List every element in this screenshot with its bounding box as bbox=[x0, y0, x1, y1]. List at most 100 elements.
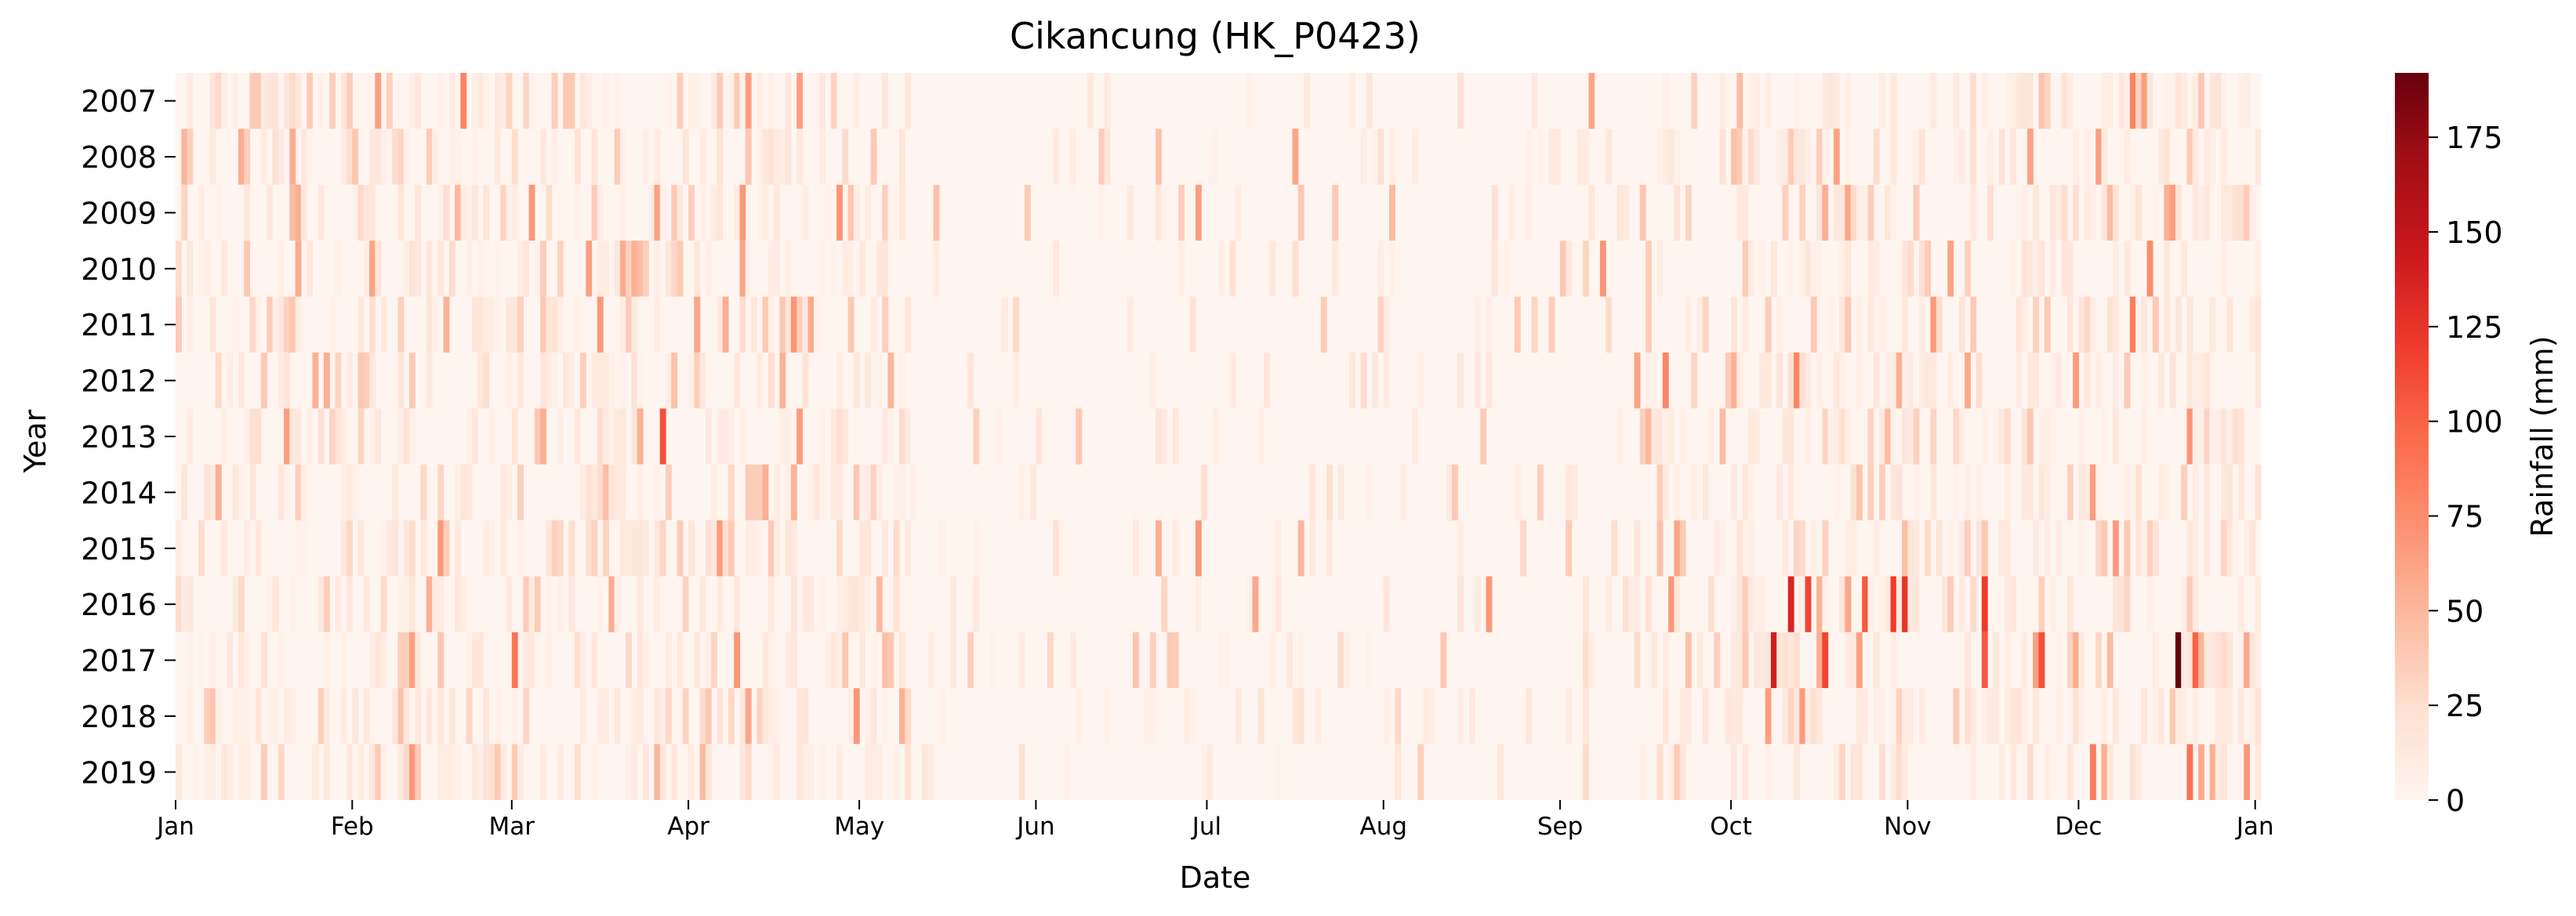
heatmap-cell bbox=[1839, 576, 1846, 632]
heatmap-cell bbox=[847, 184, 854, 241]
heatmap-cell bbox=[1993, 688, 2000, 744]
heatmap-cell bbox=[1747, 129, 1754, 185]
heatmap-cell bbox=[870, 296, 877, 353]
heatmap-cell bbox=[284, 73, 290, 129]
heatmap-cell bbox=[734, 576, 741, 632]
heatmap-cell bbox=[1794, 632, 1800, 689]
heatmap-cell bbox=[1679, 744, 1686, 800]
heatmap-cell bbox=[1839, 184, 1846, 241]
heatmap-cell bbox=[215, 688, 222, 744]
heatmap-cell bbox=[717, 520, 724, 577]
heatmap-cell bbox=[1571, 464, 1578, 521]
heatmap-cell bbox=[2021, 464, 2028, 521]
heatmap-cell bbox=[2135, 464, 2142, 521]
heatmap-cell bbox=[1013, 296, 1020, 353]
heatmap-cell bbox=[1747, 576, 1754, 632]
heatmap-cell bbox=[2124, 129, 2131, 185]
heatmap-cell bbox=[557, 576, 564, 632]
heatmap-cell bbox=[905, 744, 912, 800]
heatmap-cell bbox=[842, 129, 849, 185]
heatmap-cell bbox=[1890, 632, 1897, 689]
heatmap-cell bbox=[1668, 408, 1675, 465]
heatmap-cell bbox=[1372, 129, 1379, 185]
heatmap-cell bbox=[523, 632, 530, 689]
heatmap-cell bbox=[1639, 408, 1646, 465]
heatmap-cell bbox=[654, 296, 661, 353]
heatmap-cell bbox=[859, 632, 865, 689]
heatmap-cell bbox=[1685, 632, 1692, 689]
heatmap-cell bbox=[1918, 688, 1925, 744]
heatmap-cell bbox=[1936, 520, 1943, 577]
heatmap-cell bbox=[1645, 241, 1652, 297]
heatmap-cell bbox=[1965, 632, 1971, 689]
heatmap-cell bbox=[1058, 520, 1065, 577]
heatmap-cell bbox=[2129, 464, 2136, 521]
heatmap-cell bbox=[1257, 408, 1264, 465]
heatmap-cell bbox=[586, 73, 593, 129]
heatmap-cell bbox=[317, 408, 325, 465]
heatmap-cell bbox=[249, 73, 256, 129]
heatmap-cell bbox=[626, 241, 633, 297]
heatmap-cell bbox=[642, 129, 649, 185]
heatmap-cell bbox=[767, 296, 775, 353]
heatmap-cell bbox=[500, 73, 507, 129]
heatmap-cell bbox=[666, 352, 672, 409]
heatmap-cell bbox=[2050, 352, 2056, 409]
heatmap-cell bbox=[631, 241, 638, 297]
heatmap-cell bbox=[380, 296, 387, 353]
heatmap-cell bbox=[1805, 408, 1812, 465]
heatmap-cell bbox=[1782, 129, 1789, 185]
heatmap-cell bbox=[882, 184, 889, 241]
heatmap-cell bbox=[2249, 520, 2256, 577]
heatmap-cell bbox=[597, 408, 604, 465]
heatmap-cell bbox=[1873, 352, 1880, 409]
heatmap-cell bbox=[2237, 184, 2244, 241]
heatmap-cell bbox=[415, 688, 422, 744]
heatmap-cell bbox=[1475, 352, 1481, 409]
heatmap-cell bbox=[517, 241, 524, 297]
heatmap-cell bbox=[2084, 129, 2091, 185]
heatmap-cell bbox=[2255, 129, 2262, 185]
heatmap-cell bbox=[255, 408, 262, 465]
heatmap-cell bbox=[289, 184, 296, 241]
heatmap-cell bbox=[1976, 464, 1983, 521]
heatmap-cell bbox=[734, 352, 741, 409]
heatmap-cell bbox=[1896, 464, 1903, 521]
heatmap-cell bbox=[1759, 632, 1766, 689]
heatmap-cell bbox=[1566, 688, 1573, 744]
heatmap-cell bbox=[1965, 688, 1971, 744]
heatmap-cell bbox=[494, 73, 501, 129]
heatmap-cell bbox=[637, 352, 644, 409]
heatmap-cell bbox=[1508, 184, 1515, 241]
heatmap-cell bbox=[1787, 632, 1794, 689]
heatmap-cell bbox=[591, 184, 598, 241]
heatmap-cell bbox=[717, 184, 724, 241]
heatmap-cell bbox=[557, 520, 564, 577]
heatmap-cell bbox=[756, 520, 764, 577]
heatmap-cell bbox=[2106, 73, 2113, 129]
heatmap-cell bbox=[2164, 241, 2171, 297]
heatmap-cell bbox=[586, 241, 593, 297]
heatmap-cell bbox=[1286, 632, 1293, 689]
heatmap-cell bbox=[2015, 73, 2023, 129]
heatmap-cell bbox=[1845, 73, 1852, 129]
heatmap-cell bbox=[380, 744, 387, 800]
x-tick-label: Jan bbox=[2235, 813, 2274, 841]
heatmap-cell bbox=[1970, 688, 1977, 744]
heatmap-cell bbox=[591, 129, 598, 185]
heatmap-cell bbox=[745, 520, 752, 577]
x-tick-label: Jun bbox=[1015, 813, 1054, 841]
heatmap-cell bbox=[227, 744, 234, 800]
heatmap-cell bbox=[176, 520, 182, 577]
heatmap-cell bbox=[1605, 129, 1613, 185]
heatmap-cell bbox=[1076, 408, 1083, 465]
heatmap-cell bbox=[340, 464, 347, 521]
heatmap-cell bbox=[192, 744, 199, 800]
heatmap-cell bbox=[2004, 688, 2011, 744]
heatmap-cell bbox=[2232, 184, 2239, 241]
heatmap-cell bbox=[807, 744, 815, 800]
heatmap-cell bbox=[1691, 352, 1698, 409]
heatmap-cell bbox=[375, 129, 382, 185]
heatmap-cell bbox=[335, 241, 342, 297]
x-tick-label: Jul bbox=[1191, 813, 1221, 841]
